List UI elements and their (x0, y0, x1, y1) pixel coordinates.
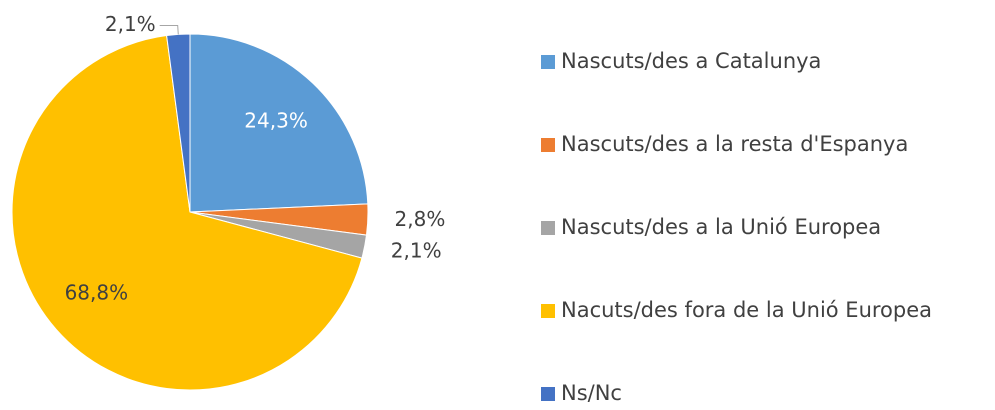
data-label: 2,8% (395, 207, 446, 231)
pie-slice (166, 33, 191, 213)
legend-label: Nascuts/des a Catalunya (561, 49, 821, 73)
legend-label: Nacuts/des fora de la Unió Europea (561, 298, 932, 322)
data-label: 68,8% (65, 281, 129, 305)
legend-swatch (541, 55, 555, 69)
legend-label: Ns/Nc (561, 381, 622, 405)
legend-swatch (541, 387, 555, 401)
leader-line (159, 25, 179, 35)
legend-swatch (541, 138, 555, 152)
legend-swatch (541, 304, 555, 318)
pie-slice (11, 34, 363, 391)
legend-label: Nascuts/des a la Unió Europea (561, 215, 881, 239)
legend-label: Nascuts/des a la resta d'Espanya (561, 132, 908, 156)
data-label: 2,1% (105, 12, 156, 36)
pie-slice (189, 33, 369, 213)
legend-swatch (541, 221, 555, 235)
data-label: 24,3% (244, 108, 308, 132)
data-label: 2,1% (391, 238, 442, 262)
